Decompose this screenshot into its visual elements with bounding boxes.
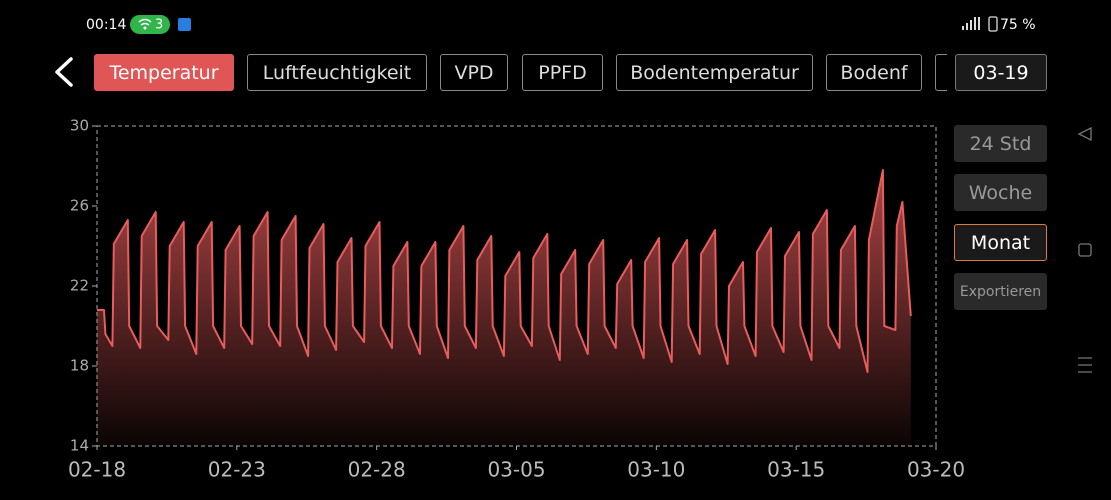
tab[interactable]: PPFD [522,54,603,91]
wifi-icon [138,18,152,26]
y-tick-label: 18 [70,357,89,375]
back-button[interactable] [55,57,73,87]
nav-home-icon[interactable] [1078,243,1092,257]
range-button[interactable]: Woche [954,174,1047,211]
bluetooth-icon [178,18,191,31]
x-tick-label: 02-28 [348,458,406,482]
nav-back-icon[interactable] [1077,126,1092,142]
wifi-dot [143,26,147,30]
export-button[interactable]: Exportieren [954,273,1047,310]
x-tick-label: 03-05 [487,458,545,482]
y-tick-label: 30 [70,117,89,135]
area-fill [97,170,911,446]
range-button[interactable]: 24 Std [954,125,1047,162]
y-tick-label: 22 [70,277,89,295]
x-tick-label: 03-20 [907,458,965,482]
x-tick-label: 02-18 [68,458,126,482]
tab[interactable]: Luftfeuchtigkeit [247,54,427,91]
tab-cut[interactable] [935,54,947,91]
range-button[interactable]: Monat [954,224,1047,261]
line [97,169,912,373]
tab[interactable]: VPD [440,54,508,91]
x-tick-label: 03-10 [627,458,685,482]
date-button[interactable]: 03-19 [955,54,1047,91]
battery-icon [988,16,998,32]
tab[interactable]: Bodentemperatur [616,54,813,91]
chart-layer: 14 18 22 26 30 02-18 02-23 02-28 03-05 03-10 03-15… [68,117,965,482]
wifi-pill [130,15,170,34]
status-time: 00:14 [86,17,126,33]
battery-level: 75 % [1000,17,1036,33]
y-tick-label: 14 [70,437,89,455]
tab[interactable]: Temperatur [94,54,234,91]
nav-menu-icon[interactable] [1078,357,1092,373]
signal-icon [962,17,980,30]
tab[interactable]: Bodenf [826,54,922,91]
x-tick-label: 02-23 [208,458,266,482]
x-tick-label: 03-15 [767,458,825,482]
wifi-count: 3 [155,18,163,33]
y-tick-label: 26 [70,197,89,215]
